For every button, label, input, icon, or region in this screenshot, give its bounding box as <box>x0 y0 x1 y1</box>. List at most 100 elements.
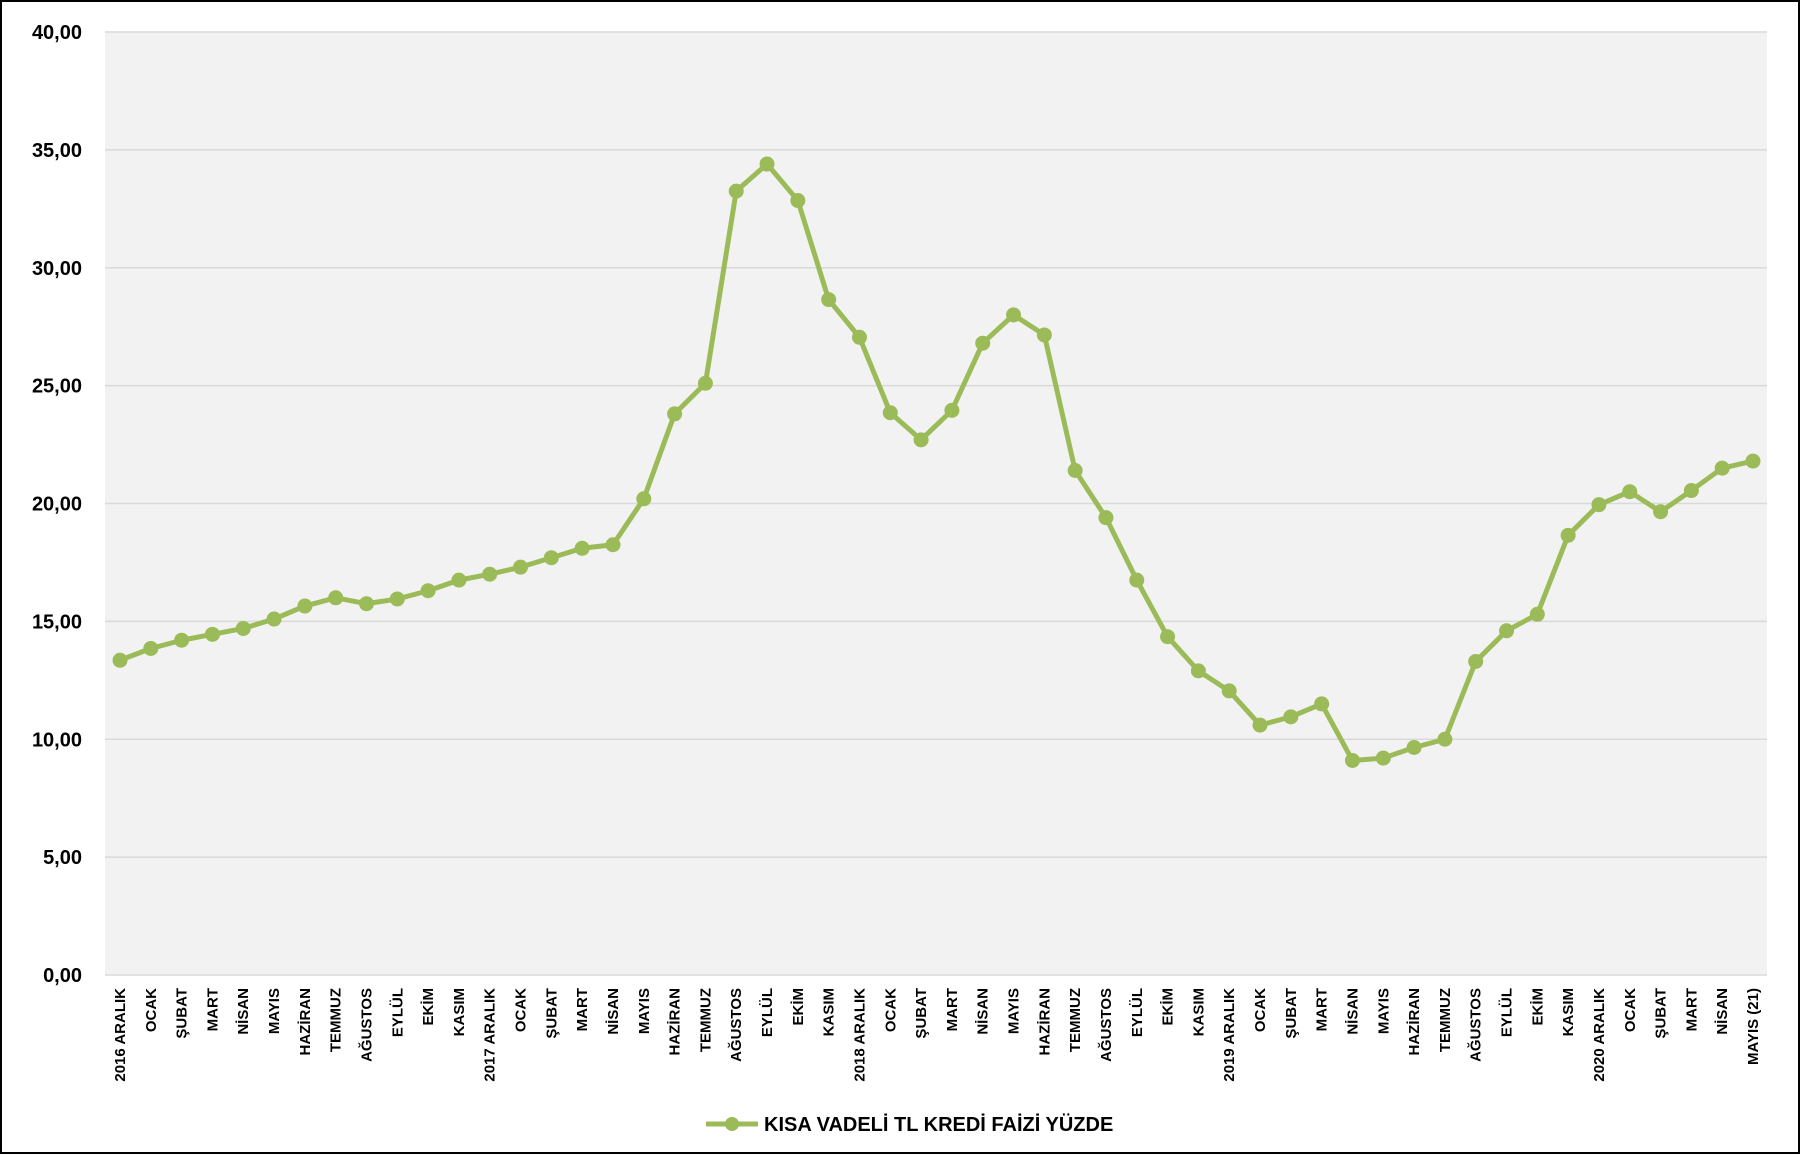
x-tick-label: AĞUSTOS <box>727 988 745 1062</box>
y-tick-label: 10,00 <box>32 729 82 751</box>
x-tick-label: EKİM <box>1529 988 1546 1026</box>
x-tick-label: AĞUSTOS <box>1097 988 1115 1062</box>
data-point <box>1407 740 1422 755</box>
data-point <box>883 405 898 420</box>
data-point <box>852 330 867 345</box>
x-tick-label: MART <box>1683 988 1700 1031</box>
data-point <box>1715 461 1730 476</box>
x-tick-label: MART <box>574 988 591 1031</box>
data-point <box>113 653 128 668</box>
x-axis-ticks: 2016 ARALIK OCAK ŞUBAT MART NİSAN MAYIS HAZİRA… <box>112 988 1762 1082</box>
x-tick-label: EKİM <box>1160 988 1177 1026</box>
x-tick-label: 2020 ARALIK <box>1591 988 1608 1082</box>
x-tick-label: MART <box>204 988 221 1031</box>
data-point <box>821 292 836 307</box>
x-tick-label: EYLÜL <box>389 988 406 1037</box>
x-tick-label: 2019 ARALIK <box>1221 988 1238 1082</box>
x-tick-label: OCAK <box>1622 988 1639 1032</box>
x-tick-label: 2017 ARALIK <box>482 988 499 1082</box>
x-tick-label: MART <box>944 988 961 1031</box>
x-tick-label: MAYIS <box>1375 988 1392 1034</box>
data-point <box>267 612 282 627</box>
data-point <box>451 573 466 588</box>
x-tick-label: MAYIS <box>636 988 653 1034</box>
legend-point-marker <box>725 1117 739 1131</box>
x-tick-label: KASIM <box>1190 988 1207 1036</box>
x-tick-label: ŞUBAT <box>1283 988 1300 1039</box>
data-point <box>1283 709 1298 724</box>
x-tick-label: KASIM <box>821 988 838 1036</box>
x-tick-label: OCAK <box>882 988 899 1032</box>
data-point <box>1129 573 1144 588</box>
x-tick-label: TEMMUZ <box>1437 988 1454 1052</box>
data-point <box>1098 510 1113 525</box>
x-tick-label: KASIM <box>1560 988 1577 1036</box>
legend: KISA VADELİ TL KREDİ FAİZİ YÜZDE <box>706 1113 1113 1136</box>
x-tick-label: KASIM <box>451 988 468 1036</box>
x-tick-label: ŞUBAT <box>174 988 191 1039</box>
x-tick-label: HAZİRAN <box>297 988 314 1056</box>
data-point <box>236 621 251 636</box>
x-tick-label: NİSAN <box>235 988 252 1035</box>
x-tick-label: ŞUBAT <box>1653 988 1670 1039</box>
data-point <box>1191 663 1206 678</box>
x-tick-label: NİSAN <box>1344 988 1361 1035</box>
data-point <box>1746 454 1761 469</box>
y-tick-label: 35,00 <box>32 140 82 162</box>
data-point <box>1160 629 1175 644</box>
data-point <box>1253 718 1268 733</box>
x-tick-label: NİSAN <box>1714 988 1731 1035</box>
x-tick-label: EYLÜL <box>1129 988 1146 1037</box>
x-tick-label: NİSAN <box>605 988 622 1035</box>
data-point <box>205 627 220 642</box>
data-point <box>1684 483 1699 498</box>
x-tick-label: EKİM <box>420 988 437 1026</box>
x-tick-label: HAZİRAN <box>667 988 684 1056</box>
x-tick-label: HAZİRAN <box>1036 988 1053 1056</box>
data-point <box>359 596 374 611</box>
data-point <box>667 406 682 421</box>
data-point <box>328 590 343 605</box>
data-point <box>914 432 929 447</box>
data-point <box>390 591 405 606</box>
data-point <box>143 641 158 656</box>
data-point <box>1437 732 1452 747</box>
x-tick-label: MAYIS <box>1006 988 1023 1034</box>
data-point <box>1499 623 1514 638</box>
y-axis-ticks: 0,005,0010,0015,0020,0025,0030,0035,0040… <box>32 22 82 987</box>
data-point <box>1591 497 1606 512</box>
x-tick-label: TEMMUZ <box>1067 988 1084 1052</box>
legend-label: KISA VADELİ TL KREDİ FAİZİ YÜZDE <box>764 1113 1113 1136</box>
data-point <box>1561 528 1576 543</box>
y-tick-label: 20,00 <box>32 494 82 516</box>
x-tick-label: EYLÜL <box>1499 988 1516 1037</box>
data-point <box>729 184 744 199</box>
x-tick-label: OCAK <box>143 988 160 1032</box>
data-point <box>1314 696 1329 711</box>
x-tick-label: EYLÜL <box>759 988 776 1037</box>
x-tick-label: OCAK <box>1252 988 1269 1032</box>
y-tick-label: 30,00 <box>32 258 82 280</box>
x-tick-label: TEMMUZ <box>697 988 714 1052</box>
data-point <box>297 599 312 614</box>
data-point <box>1006 307 1021 322</box>
data-point <box>636 491 651 506</box>
x-tick-label: 2018 ARALIK <box>851 988 868 1082</box>
x-tick-label: MART <box>1314 988 1331 1031</box>
x-tick-label: EKİM <box>790 988 807 1026</box>
data-point <box>605 537 620 552</box>
x-tick-label: ŞUBAT <box>913 988 930 1039</box>
x-tick-label: HAZİRAN <box>1406 988 1423 1056</box>
data-point <box>975 336 990 351</box>
y-tick-label: 25,00 <box>32 376 82 398</box>
data-point <box>1068 463 1083 478</box>
data-point <box>760 157 775 172</box>
y-tick-label: 40,00 <box>32 22 82 44</box>
x-tick-label: 2016 ARALIK <box>112 988 129 1082</box>
x-tick-label: OCAK <box>513 988 530 1032</box>
data-point <box>790 193 805 208</box>
y-tick-label: 5,00 <box>43 847 82 869</box>
y-tick-label: 15,00 <box>32 611 82 633</box>
